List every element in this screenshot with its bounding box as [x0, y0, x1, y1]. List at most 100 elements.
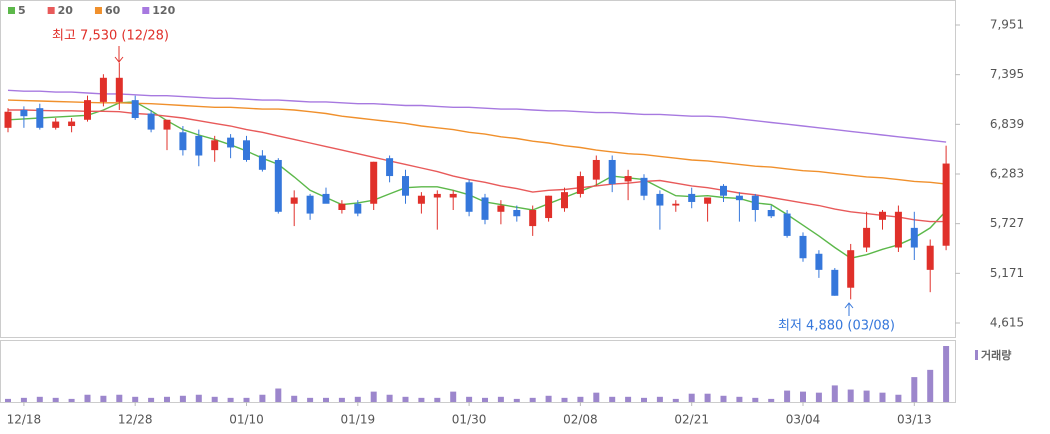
volume-bar: [466, 396, 473, 402]
volume-bar: [354, 396, 361, 402]
candle-body: [481, 197, 489, 220]
candle-body: [831, 269, 839, 296]
volume-bar: [831, 385, 838, 402]
candle-body: [608, 159, 616, 185]
volume-bar: [68, 398, 75, 402]
candle-body: [115, 77, 123, 102]
volume-bar: [513, 398, 520, 402]
candle-body: [402, 176, 409, 196]
candle-body: [815, 253, 823, 270]
candle-body: [195, 135, 203, 156]
candle-body: [370, 161, 378, 204]
candle-body: [354, 203, 362, 214]
candle-body: [624, 176, 632, 182]
legend-swatch: [8, 7, 15, 14]
legend-label: 60: [105, 4, 121, 17]
volume-bar: [100, 395, 107, 402]
volume-bar: [625, 396, 632, 402]
volume-bar: [672, 398, 679, 402]
volume-bar: [768, 398, 775, 402]
candle-body: [783, 213, 791, 236]
candle-body: [163, 119, 171, 130]
volume-bar: [370, 391, 377, 402]
volume-bar: [609, 396, 616, 402]
x-tick-label: 02/21: [674, 413, 709, 427]
volume-bar: [450, 391, 457, 402]
volume-bar: [577, 396, 584, 402]
volume-bar: [323, 397, 329, 402]
volume-bar: [736, 396, 743, 402]
candle-body: [926, 245, 934, 270]
volume-bar: [275, 388, 282, 402]
candle-body: [894, 211, 902, 248]
volume-bar: [418, 397, 425, 402]
candle-body: [417, 195, 425, 204]
x-tick-label: 01/10: [229, 413, 264, 427]
legend-label: 120: [152, 4, 175, 17]
y-tick-label: 5,171: [990, 266, 1024, 280]
candle-body: [243, 140, 250, 160]
volume-bar: [132, 396, 139, 402]
candle-body: [36, 108, 44, 128]
candle-body: [735, 195, 743, 201]
y-tick-label: 7,395: [990, 67, 1024, 81]
volume-panel: [0, 340, 956, 403]
volume-bar: [164, 396, 170, 402]
volume-bar: [243, 397, 250, 402]
volume-bar: [656, 396, 663, 402]
ma-line: [7, 99, 947, 185]
legend-swatch: [94, 7, 102, 14]
volume-bar: [800, 391, 806, 402]
legend-swatch: [47, 7, 55, 14]
volume-bar: [116, 394, 123, 402]
price-panel: [0, 0, 956, 338]
volume-bar: [545, 395, 552, 402]
y-tick-label: 4,615: [990, 316, 1024, 330]
x-tick-label: 12/18: [7, 413, 42, 427]
volume-bar: [593, 392, 600, 402]
volume-bar: [815, 392, 822, 402]
volume-bar: [20, 397, 27, 402]
candle-body: [84, 100, 91, 120]
volume-legend: 거래량: [981, 348, 1011, 362]
volume-bar: [148, 397, 155, 402]
volume-bar: [5, 398, 11, 402]
volume-bar: [752, 397, 759, 402]
volume-bar: [561, 397, 568, 402]
volume-bar: [259, 394, 266, 402]
candle-body: [640, 177, 648, 196]
candle-body: [767, 209, 775, 217]
candle-body: [147, 113, 155, 130]
volume-bar: [863, 390, 870, 402]
candle-body: [52, 121, 60, 128]
candle-body: [656, 193, 664, 206]
volume-bar: [402, 396, 409, 402]
volume-bar: [497, 396, 504, 402]
volume-bar: [52, 397, 59, 402]
x-tick-label: 01/19: [341, 413, 376, 427]
legend-label: 5: [18, 4, 26, 17]
low-annotation: 최저 4,880 (03/08): [778, 319, 895, 334]
volume-bar: [179, 395, 186, 402]
candle-body: [290, 197, 298, 204]
candle-body: [576, 176, 584, 194]
candle-body: [258, 155, 266, 170]
candle-body: [338, 203, 346, 210]
candle-body: [720, 185, 727, 196]
candle-body: [529, 209, 537, 227]
candle-body: [799, 235, 807, 259]
candle-body: [751, 195, 759, 210]
candle-body: [497, 205, 505, 212]
volume-bar: [386, 394, 393, 402]
volume-bar: [227, 397, 234, 402]
candle-body: [592, 159, 600, 180]
volume-bar: [911, 377, 918, 402]
x-tick-label: 03/13: [897, 413, 932, 427]
y-tick-label: 6,283: [990, 167, 1024, 181]
legend-label: 20: [58, 4, 74, 17]
candle-body: [211, 140, 219, 151]
volume-bar: [338, 397, 345, 402]
candle-body: [386, 158, 394, 177]
y-tick-label: 5,727: [990, 216, 1024, 230]
candle-body: [179, 132, 187, 151]
